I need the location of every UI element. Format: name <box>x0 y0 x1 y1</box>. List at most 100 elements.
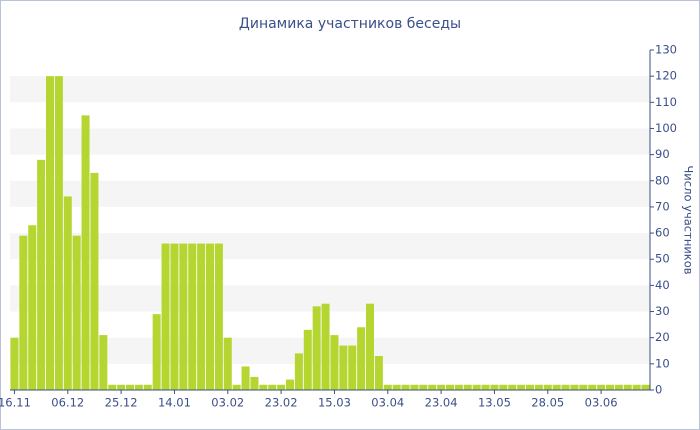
bar <box>454 384 463 390</box>
bar <box>188 243 197 390</box>
bar <box>561 384 570 390</box>
bar <box>294 353 303 390</box>
bar <box>259 384 268 390</box>
y-tick-label: 110 <box>655 95 677 109</box>
bar <box>46 76 54 391</box>
y-tick-label: 20 <box>655 330 670 344</box>
y-axis-label: Число участников <box>682 165 696 274</box>
bar <box>37 159 46 390</box>
bar <box>534 384 543 390</box>
y-tick-label: 50 <box>655 252 670 266</box>
bar <box>54 76 63 391</box>
bar <box>339 345 348 390</box>
bar <box>28 225 37 390</box>
bar <box>357 327 366 390</box>
bar <box>223 337 232 390</box>
bar <box>277 384 286 390</box>
bar <box>63 196 72 390</box>
bar <box>161 243 170 390</box>
bar <box>383 384 392 390</box>
bar <box>392 384 401 390</box>
bar <box>170 243 179 390</box>
bar <box>472 384 481 390</box>
bar <box>348 345 357 390</box>
bar <box>526 384 534 390</box>
bar <box>10 337 19 390</box>
bar <box>90 172 99 390</box>
bar <box>179 243 188 390</box>
bar <box>330 335 339 390</box>
bar <box>268 384 277 390</box>
y-tick-label: 40 <box>655 278 670 292</box>
bar <box>99 335 108 390</box>
bar <box>72 235 81 390</box>
x-tick-label: 03.02 <box>211 396 244 410</box>
bar <box>312 306 321 390</box>
y-tick-label: 0 <box>655 383 662 397</box>
bar <box>588 384 597 390</box>
x-tick-label: 28.05 <box>531 396 564 410</box>
y-tick-label: 100 <box>655 121 677 135</box>
x-tick-label: 06.12 <box>51 396 84 410</box>
bar <box>81 115 90 390</box>
y-tick-label: 130 <box>655 43 677 57</box>
bar <box>614 384 623 390</box>
bar <box>241 366 250 390</box>
bar <box>366 303 374 390</box>
bar <box>419 384 428 390</box>
bar <box>126 384 134 390</box>
x-tick-label: 23.04 <box>425 396 458 410</box>
bar <box>463 384 472 390</box>
bar <box>428 384 437 390</box>
grid-band <box>10 233 650 260</box>
bar <box>437 384 446 390</box>
bar <box>232 384 241 390</box>
x-tick-label: 03.04 <box>371 396 404 410</box>
bar <box>606 384 614 390</box>
bar <box>374 356 383 390</box>
bar <box>481 384 490 390</box>
y-tick-label: 70 <box>655 199 670 213</box>
x-tick-label: 03.06 <box>585 396 618 410</box>
bar <box>446 384 454 390</box>
x-tick-label: 23.02 <box>265 396 298 410</box>
bar <box>499 384 508 390</box>
bar <box>410 384 419 390</box>
x-tick-label: 25.12 <box>105 396 138 410</box>
bar <box>597 384 606 390</box>
bar <box>286 379 294 390</box>
y-tick-label: 120 <box>655 69 677 83</box>
y-tick-label: 10 <box>655 356 670 370</box>
bar <box>108 384 117 390</box>
bar <box>641 384 650 390</box>
grid-band <box>10 285 650 312</box>
y-tick-label: 80 <box>655 173 670 187</box>
chart-title: Динамика участников беседы <box>239 16 461 32</box>
bar <box>214 243 223 390</box>
y-tick-label: 60 <box>655 226 670 240</box>
grid-band <box>10 180 650 207</box>
bar <box>143 384 152 390</box>
bar <box>579 384 588 390</box>
bar <box>206 243 214 390</box>
bar <box>632 384 641 390</box>
bar <box>570 384 579 390</box>
grid-band <box>10 76 650 103</box>
bar <box>250 376 259 390</box>
bar <box>552 384 561 390</box>
bar <box>117 384 126 390</box>
bar <box>134 384 143 390</box>
grid-band <box>10 337 650 364</box>
x-tick-label: 15.03 <box>318 396 351 410</box>
grid-band <box>10 128 650 155</box>
bar <box>321 303 330 390</box>
bar <box>303 329 312 390</box>
x-tick-label: 14.01 <box>158 396 191 410</box>
bar <box>490 384 499 390</box>
bar <box>517 384 526 390</box>
bar <box>623 384 632 390</box>
x-tick-label: 16.11 <box>0 396 31 410</box>
y-tick-label: 30 <box>655 304 670 318</box>
bar <box>543 384 552 390</box>
